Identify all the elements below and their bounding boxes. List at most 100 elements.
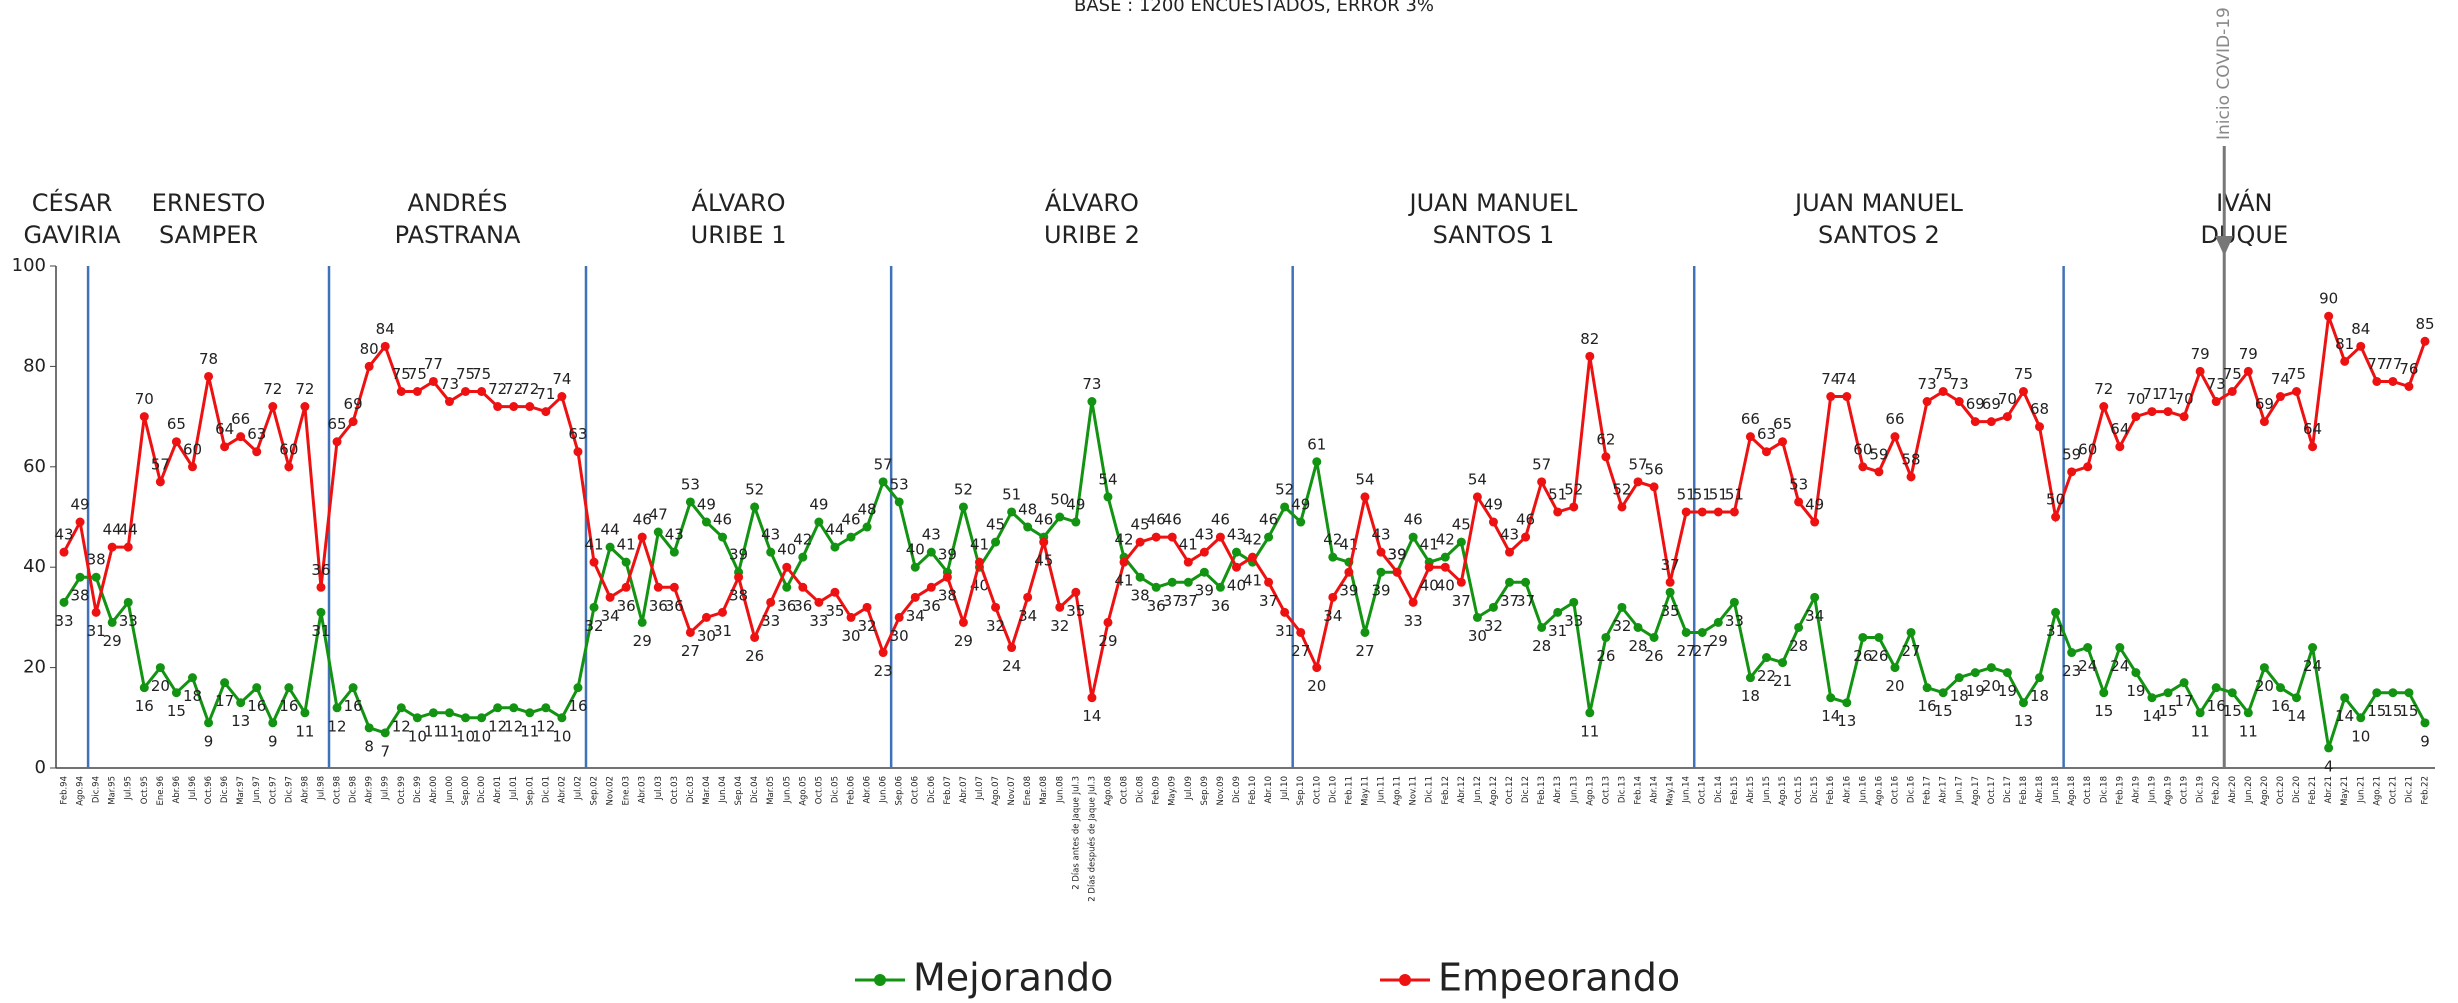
- data-label: 70: [135, 390, 154, 408]
- x-tick-label: Jun.00: [445, 776, 455, 804]
- data-label: 77: [2367, 355, 2386, 373]
- data-point: [1970, 668, 1980, 678]
- x-tick-label: Oct.13: [1601, 776, 1611, 804]
- data-label: 36: [617, 597, 636, 615]
- period-label: CÉSAR: [32, 188, 113, 217]
- data-point: [268, 402, 278, 412]
- data-point: [637, 617, 647, 627]
- data-label: 10: [472, 727, 491, 745]
- period-label: ANDRÉS: [408, 188, 508, 217]
- data-point: [2147, 407, 2157, 417]
- data-point: [798, 552, 808, 562]
- data-point: [1761, 653, 1771, 663]
- data-point: [220, 678, 230, 688]
- data-label: 71: [2158, 385, 2177, 403]
- data-point: [1039, 537, 1049, 547]
- x-tick-label: Jun.20: [2244, 776, 2254, 804]
- data-label: 69: [1966, 395, 1985, 413]
- data-label: 41: [584, 536, 603, 554]
- data-point: [316, 582, 326, 592]
- x-tick-label: May.09: [1168, 776, 1178, 806]
- data-label: 49: [1066, 496, 1085, 514]
- x-tick-label: Nov.02: [606, 776, 616, 805]
- data-point: [2243, 366, 2253, 376]
- data-point: [332, 437, 342, 447]
- data-point: [364, 361, 374, 371]
- data-point: [2035, 422, 2045, 432]
- data-label: 66: [1741, 410, 1760, 428]
- data-label: 64: [2303, 420, 2322, 438]
- data-label: 15: [1934, 702, 1953, 720]
- x-tick-label: Ago.17: [1971, 776, 1981, 806]
- data-point: [2115, 442, 2125, 452]
- data-point: [685, 627, 695, 637]
- x-tick-label: May.14: [1666, 776, 1676, 806]
- data-point: [1729, 597, 1739, 607]
- data-label: 32: [1612, 617, 1631, 635]
- x-tick-label: Ago.94: [76, 776, 86, 806]
- data-point: [910, 562, 920, 572]
- data-point: [669, 547, 679, 557]
- data-label: 49: [809, 496, 828, 514]
- data-label: 23: [874, 662, 893, 680]
- data-point: [878, 477, 888, 487]
- x-tick-label: Oct.99: [397, 776, 407, 804]
- data-label: 36: [793, 597, 812, 615]
- x-tick-label: May.11: [1360, 776, 1370, 806]
- data-point: [541, 407, 551, 417]
- data-label: 40: [1420, 577, 1439, 595]
- period-label: DUQUE: [2200, 221, 2288, 249]
- data-point: [2372, 376, 2382, 386]
- data-label: 20: [151, 677, 170, 695]
- x-tick-label: Feb.06: [847, 776, 857, 805]
- data-point: [1087, 397, 1097, 407]
- data-label: 32: [986, 617, 1005, 635]
- data-label: 52: [745, 480, 764, 498]
- data-label: 74: [1821, 370, 1840, 388]
- data-point: [1312, 457, 1322, 467]
- data-point: [1135, 572, 1145, 582]
- data-label: 36: [777, 597, 796, 615]
- data-point: [2195, 366, 2205, 376]
- data-label: 9: [204, 732, 214, 750]
- data-label: 9: [2420, 732, 2430, 750]
- data-point: [1729, 507, 1739, 517]
- x-tick-label: Jul.02: [573, 776, 583, 801]
- data-point: [444, 708, 454, 718]
- data-point: [1842, 698, 1852, 708]
- x-tick-label: Oct.15: [1794, 776, 1804, 804]
- data-label: 11: [1580, 722, 1599, 740]
- data-label: 34: [1805, 607, 1824, 625]
- data-point: [1649, 482, 1659, 492]
- data-point: [1585, 708, 1595, 718]
- x-tick-label: Abr.98: [300, 776, 310, 803]
- data-point: [1456, 577, 1466, 587]
- data-point: [1007, 643, 1017, 653]
- period-label: ÁLVARO: [692, 188, 786, 217]
- period-label: SANTOS 1: [1433, 221, 1555, 249]
- data-point: [332, 703, 342, 713]
- data-label: 14: [2142, 707, 2161, 725]
- data-label: 10: [2351, 727, 2370, 745]
- data-label: 52: [1612, 480, 1631, 498]
- data-point: [2324, 311, 2334, 321]
- data-label: 43: [1227, 526, 1246, 544]
- data-label: 65: [1773, 415, 1792, 433]
- data-point: [2115, 643, 2125, 653]
- x-tick-label: Jun.13: [1569, 776, 1579, 804]
- data-point: [509, 703, 519, 713]
- data-label: 41: [1243, 572, 1262, 590]
- y-tick-label: 60: [23, 456, 46, 477]
- data-label: 34: [1018, 607, 1037, 625]
- data-label: 14: [2287, 707, 2306, 725]
- data-label: 42: [1323, 531, 1342, 549]
- data-label: 52: [954, 480, 973, 498]
- data-point: [1087, 693, 1097, 703]
- data-label: 20: [1885, 677, 1904, 695]
- data-point: [1199, 567, 1209, 577]
- data-label: 29: [1098, 632, 1117, 650]
- data-label: 40: [1436, 577, 1455, 595]
- data-point: [1376, 547, 1386, 557]
- data-label: 14: [1082, 707, 1101, 725]
- data-label: 74: [552, 370, 571, 388]
